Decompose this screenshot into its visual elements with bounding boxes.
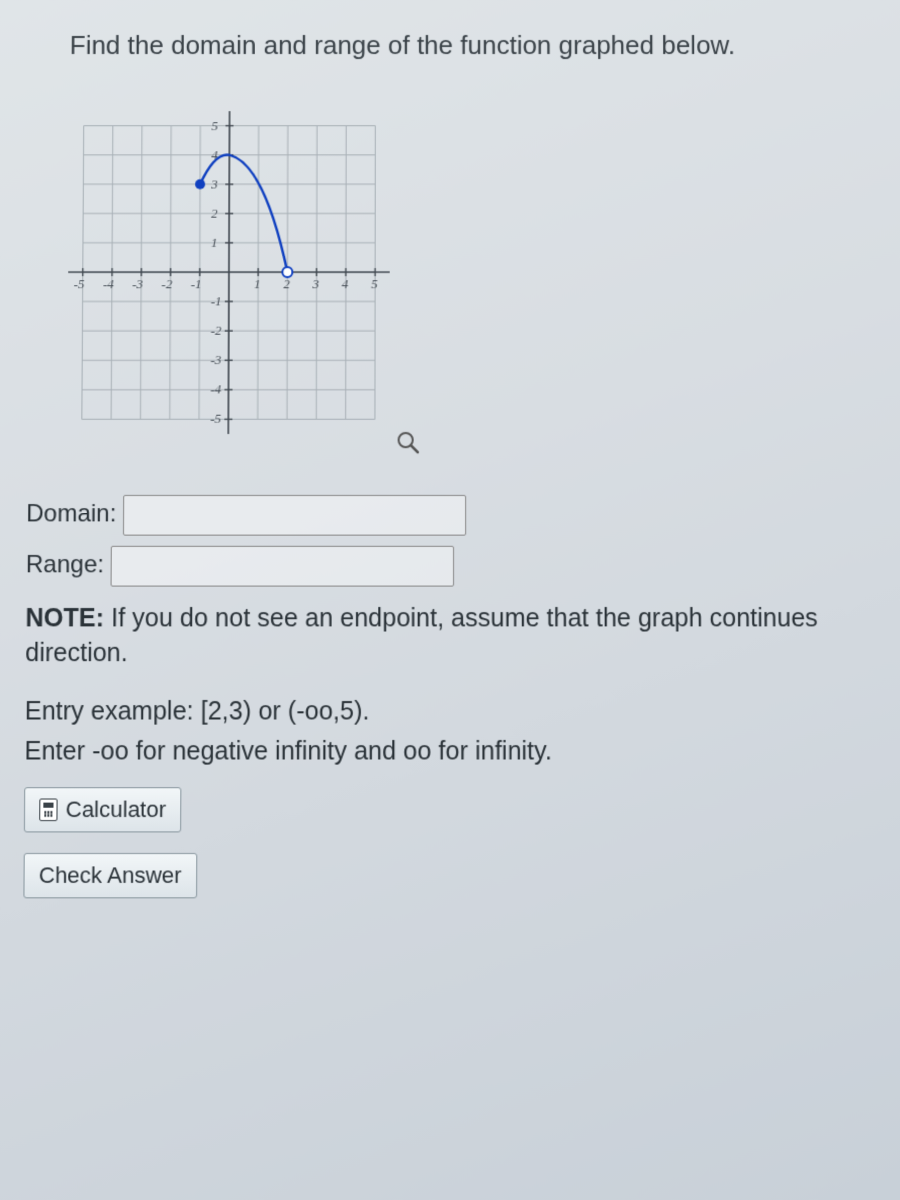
- note-body: If you do not see an endpoint, assume th…: [104, 604, 818, 633]
- svg-text:3: 3: [312, 276, 320, 291]
- svg-text:2: 2: [211, 205, 218, 220]
- question-text: Find the domain and range of the functio…: [70, 30, 900, 61]
- magnifier-icon[interactable]: [396, 430, 420, 454]
- calculator-button[interactable]: Calculator: [24, 787, 182, 832]
- svg-text:-2: -2: [161, 276, 172, 291]
- svg-text:5: 5: [371, 276, 378, 291]
- infinity-hint: Enter -oo for negative infinity and oo f…: [24, 736, 900, 766]
- range-row: Range:: [26, 546, 900, 587]
- svg-text:-3: -3: [132, 276, 143, 291]
- check-answer-label: Check Answer: [39, 862, 182, 889]
- range-input[interactable]: [111, 546, 454, 587]
- svg-text:-4: -4: [210, 382, 221, 397]
- entry-example: Entry example: [2,3) or (-oo,5).: [25, 696, 900, 726]
- function-graph: -5-4-3-2-112345-5-4-3-2-112345: [47, 91, 410, 454]
- svg-text:4: 4: [342, 276, 349, 291]
- svg-text:1: 1: [254, 276, 261, 291]
- svg-text:3: 3: [210, 176, 218, 191]
- svg-text:-2: -2: [211, 323, 222, 338]
- svg-text:-5: -5: [210, 411, 221, 426]
- svg-text:-3: -3: [210, 352, 221, 367]
- graph-container: -5-4-3-2-112345-5-4-3-2-112345: [47, 91, 430, 464]
- calculator-label: Calculator: [66, 796, 167, 823]
- svg-text:-1: -1: [191, 276, 202, 291]
- domain-label: Domain:: [26, 500, 116, 528]
- domain-row: Domain:: [26, 495, 900, 536]
- svg-text:-5: -5: [74, 276, 85, 291]
- svg-text:-4: -4: [103, 276, 114, 291]
- note-text: NOTE: If you do not see an endpoint, ass…: [25, 602, 900, 671]
- note-line2: direction.: [25, 638, 128, 667]
- question-page: Find the domain and range of the functio…: [0, 0, 900, 908]
- domain-input[interactable]: [123, 495, 466, 536]
- svg-text:5: 5: [211, 118, 218, 133]
- check-answer-button[interactable]: Check Answer: [23, 852, 196, 897]
- range-label: Range:: [26, 551, 104, 580]
- calculator-icon: [39, 798, 57, 821]
- svg-text:2: 2: [283, 276, 290, 291]
- note-bold: NOTE:: [25, 604, 104, 633]
- svg-text:-1: -1: [211, 293, 222, 308]
- svg-text:1: 1: [211, 235, 218, 250]
